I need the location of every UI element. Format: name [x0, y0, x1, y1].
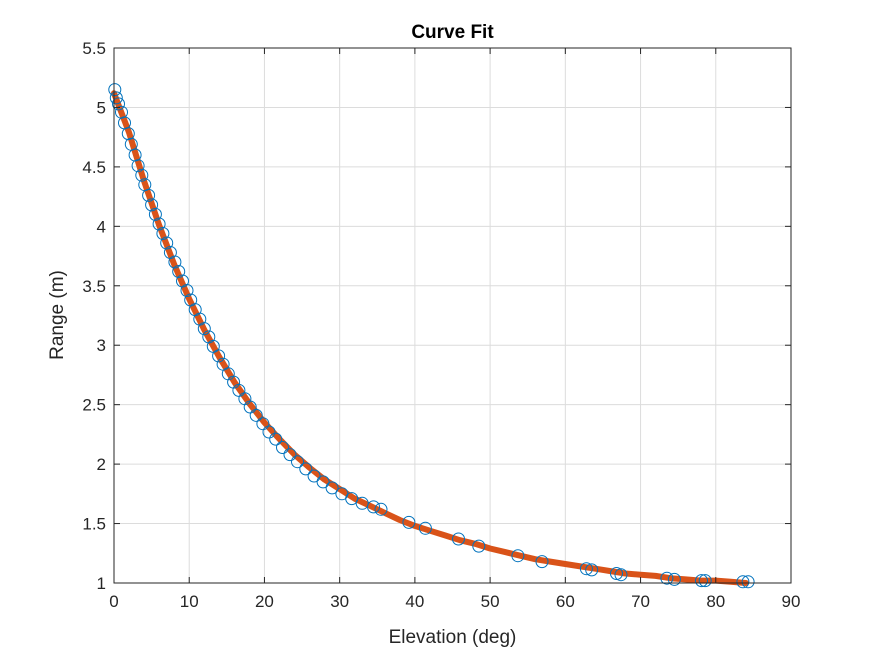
data-point [695, 574, 708, 588]
data-point [307, 469, 321, 483]
y-tick-labels: 1 1.5 2 2.5 3 3.5 4 4.5 5 5.5 [82, 39, 106, 593]
data-point [160, 236, 174, 250]
y-tick-label: 4.5 [82, 158, 106, 177]
data-point [316, 475, 330, 489]
data-point [345, 492, 359, 506]
data-point [299, 462, 313, 476]
data-point [197, 322, 211, 336]
data-point [145, 198, 159, 212]
data-point [291, 455, 304, 469]
data-point [472, 539, 486, 553]
x-tick-label: 0 [109, 592, 118, 611]
y-tick-label: 1.5 [82, 515, 106, 534]
data-point [698, 574, 712, 588]
y-tick-label: 5.5 [82, 39, 106, 58]
x-tick-label: 30 [330, 592, 349, 611]
data-point [142, 188, 156, 202]
data-point [156, 227, 170, 240]
axis-ticks [113, 47, 792, 584]
data-point [402, 515, 416, 529]
data-point [212, 349, 226, 363]
chart-title: Curve Fit [411, 22, 494, 43]
data-point [418, 521, 432, 535]
y-tick-label: 2.5 [82, 396, 106, 415]
data-point [172, 265, 186, 278]
x-tick-labels: 0 10 20 30 40 50 60 70 80 90 [109, 592, 800, 611]
x-tick-label: 50 [481, 592, 500, 611]
data-point [108, 83, 122, 97]
data-point [452, 532, 465, 546]
data-point [614, 568, 628, 582]
data-point [131, 159, 145, 173]
data-point [511, 549, 525, 563]
data-point [667, 572, 681, 586]
data-points-layer [108, 83, 755, 589]
data-point [168, 255, 182, 269]
x-tick-label: 20 [255, 592, 274, 611]
y-tick-label: 4 [97, 217, 106, 236]
y-tick-label: 3 [97, 336, 106, 355]
x-tick-label: 10 [180, 592, 199, 611]
data-point [741, 575, 755, 589]
data-point [276, 441, 289, 454]
data-point [535, 555, 549, 569]
data-point [109, 91, 123, 105]
data-point [180, 284, 194, 297]
x-tick-label: 90 [782, 592, 801, 611]
data-point [135, 168, 149, 182]
data-point [283, 448, 297, 462]
x-tick-label: 40 [405, 592, 424, 611]
y-tick-label: 3.5 [82, 277, 106, 296]
data-point [660, 571, 674, 585]
x-tick-label: 70 [631, 592, 650, 611]
data-point [367, 500, 380, 514]
data-point [269, 432, 283, 446]
plot-frame [113, 47, 792, 584]
data-point [585, 563, 599, 577]
x-tick-label: 60 [556, 592, 575, 611]
data-point [148, 207, 162, 221]
x-axis-label: Elevation (deg) [389, 627, 517, 648]
data-point [610, 567, 623, 580]
x-tick-label: 80 [706, 592, 725, 611]
plot-area [114, 48, 791, 583]
data-point [262, 425, 276, 439]
fit-curve [111, 90, 749, 586]
y-tick-label: 5 [97, 98, 106, 117]
data-point [736, 575, 750, 589]
data-point [112, 97, 125, 111]
y-tick-label: 2 [97, 455, 106, 474]
data-point [374, 502, 388, 516]
y-tick-label: 1 [97, 574, 106, 593]
data-point [249, 408, 263, 422]
y-axis-label: Range (m) [47, 270, 68, 360]
data-point [579, 562, 593, 576]
data-point [256, 417, 270, 431]
data-point [152, 217, 166, 231]
data-point [325, 481, 339, 495]
fit-curve-layer [111, 90, 749, 586]
